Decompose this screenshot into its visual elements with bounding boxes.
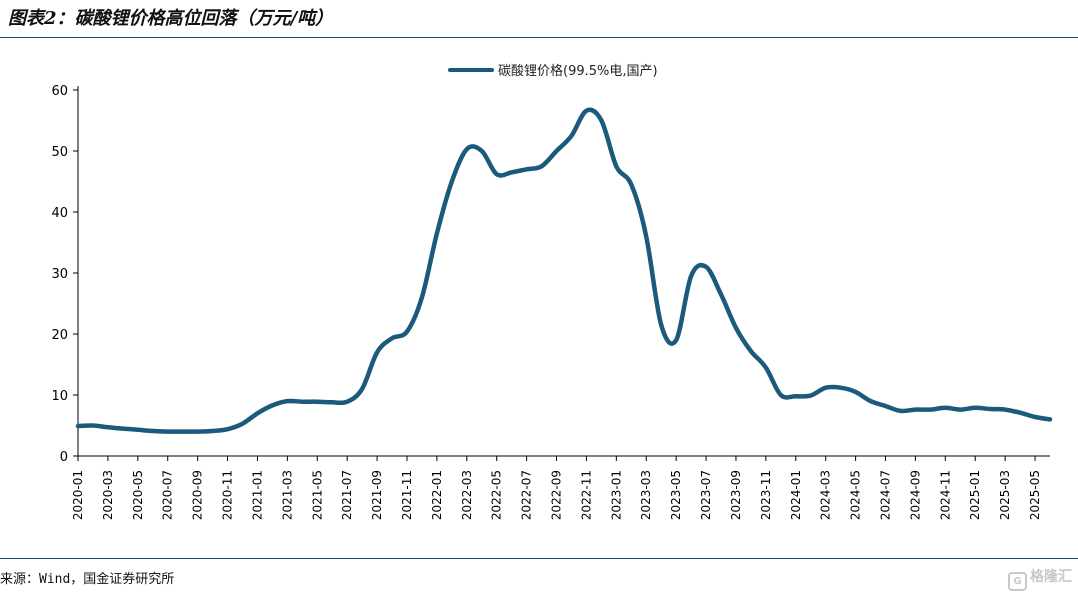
x-tick-label: 2020-05 [131, 470, 145, 520]
x-tick-label: 2025-03 [998, 470, 1012, 520]
y-tick-label: 60 [51, 84, 68, 99]
x-tick-label: 2021-01 [250, 470, 264, 520]
line-chart: 碳酸锂价格(99.5%电,国产) 0 10 20 30 40 50 60 2020-01 202… [51, 63, 1053, 520]
x-tick-label: 2023-11 [759, 470, 773, 520]
x-tick-label: 2022-09 [550, 470, 564, 520]
figure-title: 图表2：碳酸锂价格高位回落（万元/吨） [8, 8, 334, 29]
x-tick-label: 2020-11 [221, 470, 235, 520]
x-tick-label: 2021-03 [280, 470, 294, 520]
bottom-rule [0, 558, 1078, 559]
x-tick-label: 2020-01 [71, 470, 85, 520]
y-tick-label: 50 [51, 145, 68, 160]
x-tick-label: 2024-07 [879, 470, 893, 520]
x-tick-label: 2024-05 [849, 470, 863, 520]
watermark-text: 格隆汇 [1030, 569, 1072, 585]
x-tick-label: 2021-07 [340, 470, 354, 520]
top-rule [0, 37, 1078, 38]
x-tick-label: 2022-05 [490, 470, 504, 520]
y-tick-label: 0 [60, 450, 68, 465]
x-tick-label: 2025-01 [968, 470, 982, 520]
x-tick-label: 2023-07 [699, 470, 713, 520]
x-tick-label: 2025-05 [1028, 470, 1042, 520]
x-tick-label: 2021-05 [310, 470, 324, 520]
x-tick-label: 2023-01 [609, 470, 623, 520]
y-tick-label: 30 [51, 267, 68, 282]
x-tick-label: 2022-01 [430, 470, 444, 520]
x-tick-label: 2022-07 [520, 470, 534, 520]
y-tick-label: 10 [51, 389, 68, 404]
y-tick-label: 20 [51, 328, 68, 343]
x-tick-label: 2022-03 [460, 470, 474, 520]
x-tick-label: 2024-01 [789, 470, 803, 520]
x-tick-label: 2020-09 [191, 470, 205, 520]
x-tick-label: 2020-03 [101, 470, 115, 520]
watermark: G 格隆汇 [1008, 566, 1072, 591]
legend: 碳酸锂价格(99.5%电,国产) [448, 63, 658, 79]
x-tick-label: 2024-03 [819, 470, 833, 520]
x-tick-label: 2024-09 [908, 470, 922, 520]
x-tick-label: 2023-09 [729, 470, 743, 520]
watermark-logo-icon: G [1008, 572, 1027, 591]
x-tick-label: 2022-11 [579, 470, 593, 520]
series-line-0 [75, 107, 1053, 434]
x-tick-label: 2023-05 [669, 470, 683, 520]
x-tick-label: 2024-11 [938, 470, 952, 520]
x-tick-label: 2021-09 [370, 470, 384, 520]
x-tick-label: 2020-07 [161, 470, 175, 520]
x-tick-label: 2021-11 [400, 470, 414, 520]
source-note: 来源：Wind，国金证券研究所 [0, 572, 175, 587]
x-tick-label: 2023-03 [639, 470, 653, 520]
legend-label: 碳酸锂价格(99.5%电,国产) [498, 63, 658, 79]
y-tick-label: 40 [51, 206, 68, 221]
